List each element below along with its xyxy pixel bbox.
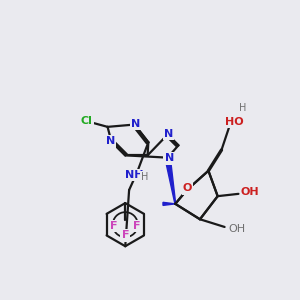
Text: OH: OH — [228, 224, 245, 233]
Text: NH: NH — [125, 170, 144, 180]
Text: F: F — [122, 230, 129, 240]
Text: O: O — [183, 184, 192, 194]
Text: F: F — [133, 221, 141, 231]
Text: N: N — [164, 153, 174, 164]
Polygon shape — [163, 202, 175, 206]
Text: H: H — [238, 103, 246, 112]
Text: O: O — [183, 184, 192, 194]
Text: N: N — [106, 136, 115, 146]
Text: N: N — [130, 119, 140, 129]
Text: Cl: Cl — [81, 116, 93, 126]
Text: N: N — [164, 129, 173, 139]
Polygon shape — [165, 157, 176, 204]
Text: HO: HO — [225, 117, 244, 127]
Text: OH: OH — [241, 187, 259, 196]
Text: F: F — [110, 221, 118, 231]
Text: HO: HO — [225, 117, 244, 127]
Text: OH: OH — [228, 224, 245, 233]
Text: H: H — [141, 172, 148, 182]
Text: H: H — [238, 103, 246, 112]
Text: OH: OH — [241, 187, 259, 196]
